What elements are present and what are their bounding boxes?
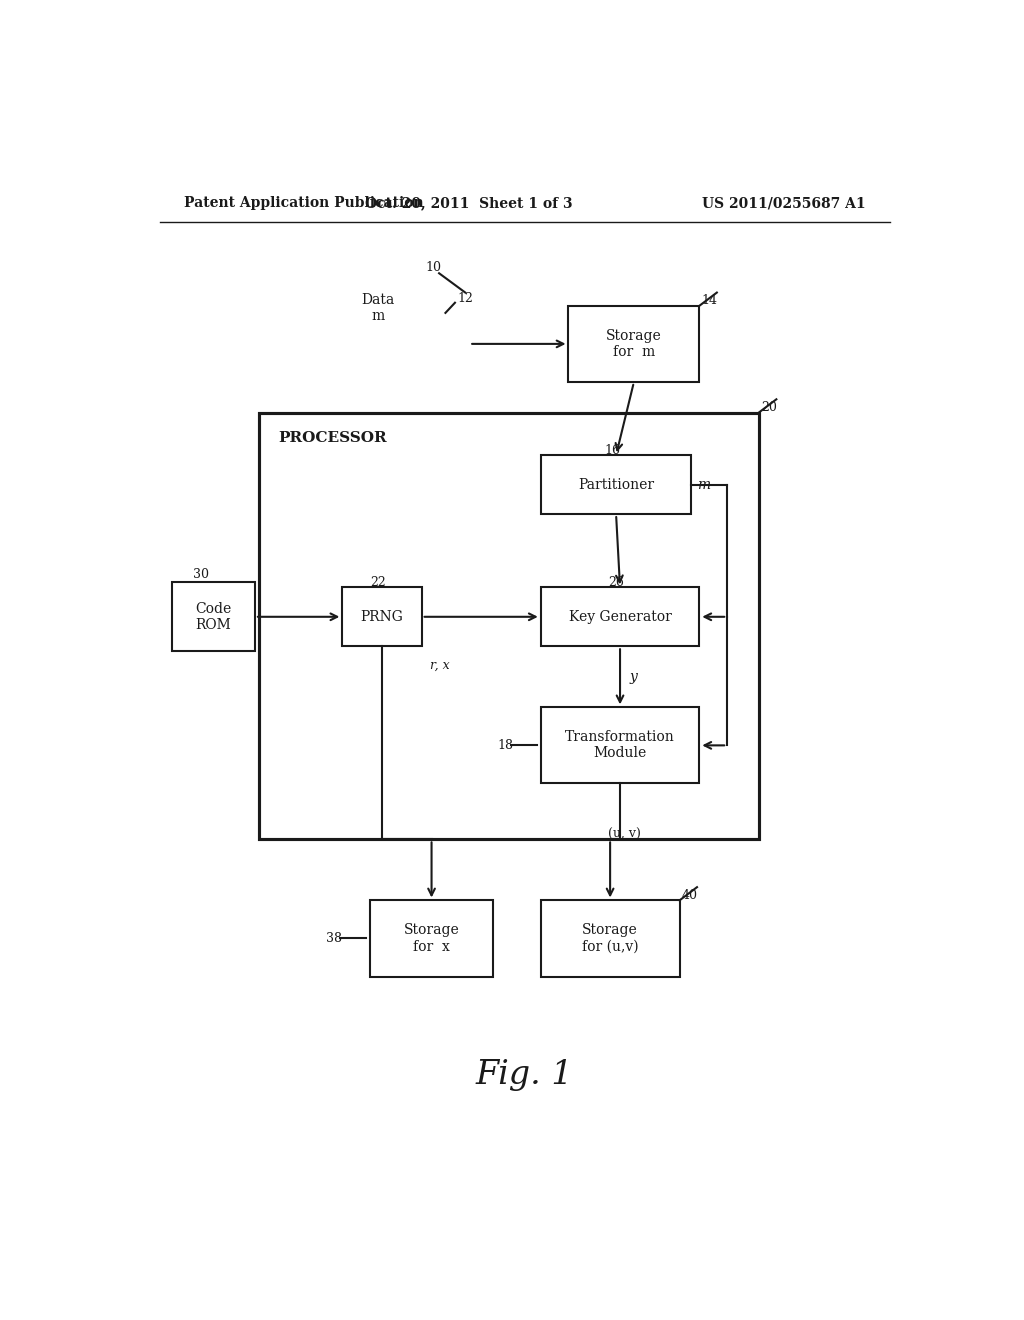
FancyBboxPatch shape: [342, 587, 422, 647]
FancyBboxPatch shape: [370, 900, 494, 977]
Text: y: y: [630, 669, 637, 684]
FancyBboxPatch shape: [541, 455, 691, 515]
Text: Storage
for (u,v): Storage for (u,v): [582, 924, 638, 953]
Text: 10: 10: [426, 260, 441, 273]
FancyBboxPatch shape: [259, 412, 759, 840]
FancyBboxPatch shape: [172, 582, 255, 651]
Text: Transformation
Module: Transformation Module: [565, 730, 675, 760]
Text: Storage
for  x: Storage for x: [403, 924, 460, 953]
Text: 30: 30: [194, 568, 210, 581]
FancyBboxPatch shape: [541, 900, 680, 977]
Text: 20: 20: [761, 401, 777, 414]
Text: 18: 18: [497, 739, 513, 752]
Text: r, x: r, x: [430, 659, 450, 672]
Text: 22: 22: [370, 576, 386, 589]
Text: 40: 40: [682, 888, 698, 902]
Text: Storage
for  m: Storage for m: [606, 329, 662, 359]
FancyBboxPatch shape: [568, 306, 699, 381]
Text: Code
ROM: Code ROM: [196, 602, 231, 632]
Text: Fig. 1: Fig. 1: [476, 1059, 573, 1092]
Text: Partitioner: Partitioner: [578, 478, 654, 491]
Text: PRNG: PRNG: [360, 610, 403, 624]
FancyBboxPatch shape: [541, 587, 699, 647]
Text: 16: 16: [604, 444, 621, 457]
Text: 14: 14: [701, 294, 718, 308]
Text: US 2011/0255687 A1: US 2011/0255687 A1: [702, 197, 866, 210]
Text: 26: 26: [608, 576, 624, 589]
Text: PROCESSOR: PROCESSOR: [279, 430, 387, 445]
Text: Oct. 20, 2011  Sheet 1 of 3: Oct. 20, 2011 Sheet 1 of 3: [366, 197, 573, 210]
Text: m: m: [697, 478, 710, 491]
Text: 12: 12: [458, 292, 473, 305]
Text: Patent Application Publication: Patent Application Publication: [183, 197, 423, 210]
Text: Key Generator: Key Generator: [568, 610, 672, 624]
FancyBboxPatch shape: [541, 708, 699, 784]
Text: 38: 38: [327, 932, 342, 945]
Text: Data
m: Data m: [361, 293, 394, 323]
Text: (u, v): (u, v): [607, 828, 640, 841]
